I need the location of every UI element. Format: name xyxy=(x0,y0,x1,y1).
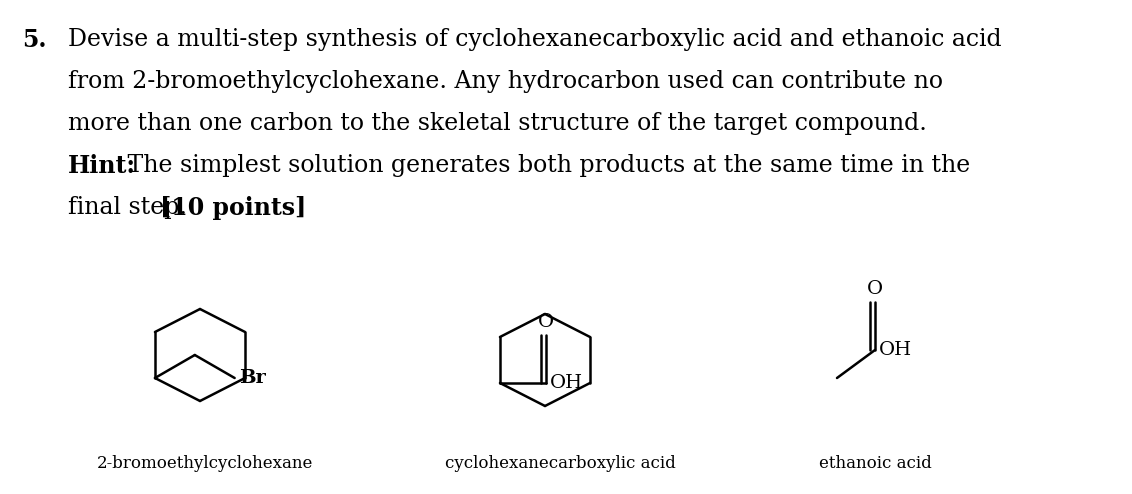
Text: Devise a multi-step synthesis of cyclohexanecarboxylic acid and ethanoic acid: Devise a multi-step synthesis of cyclohe… xyxy=(68,28,1002,51)
Text: O: O xyxy=(538,313,554,331)
Text: OH: OH xyxy=(550,374,583,392)
Text: 2-bromoethylcyclohexane: 2-bromoethylcyclohexane xyxy=(97,455,314,472)
Text: O: O xyxy=(867,280,883,298)
Text: final step.: final step. xyxy=(68,196,195,219)
Text: OH: OH xyxy=(880,341,912,359)
Text: Hint:: Hint: xyxy=(68,154,136,178)
Text: 5.: 5. xyxy=(22,28,46,52)
Text: more than one carbon to the skeletal structure of the target compound.: more than one carbon to the skeletal str… xyxy=(68,112,927,135)
Text: ethanoic acid: ethanoic acid xyxy=(818,455,932,472)
Text: cyclohexanecarboxylic acid: cyclohexanecarboxylic acid xyxy=(445,455,676,472)
Text: The simplest solution generates both products at the same time in the: The simplest solution generates both pro… xyxy=(120,154,970,177)
Text: [10 points]: [10 points] xyxy=(160,196,307,220)
Text: Br: Br xyxy=(239,369,266,387)
Text: from 2-bromoethylcyclohexane. Any hydrocarbon used can contribute no: from 2-bromoethylcyclohexane. Any hydroc… xyxy=(68,70,943,93)
